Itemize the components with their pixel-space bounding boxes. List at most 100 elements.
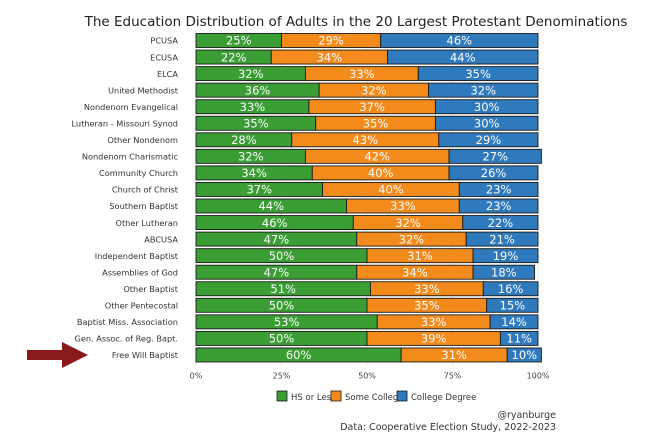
- data-label: 33%: [414, 282, 440, 296]
- data-label: 30%: [474, 100, 500, 114]
- data-label: 50%: [269, 249, 295, 263]
- data-label: 32%: [238, 150, 264, 164]
- category-label: Other Nondenom: [107, 135, 178, 145]
- bar-segment: [387, 49, 539, 65]
- data-label: 23%: [486, 199, 512, 213]
- bar-segment: [458, 198, 539, 214]
- x-tick-label: 100%: [527, 372, 550, 381]
- category-label: PCUSA: [150, 36, 178, 46]
- bar-segment: [486, 297, 539, 313]
- data-label: 29%: [318, 34, 344, 48]
- data-label: 39%: [421, 332, 447, 346]
- data-label: 22%: [488, 216, 514, 230]
- data-label: 42%: [364, 150, 390, 164]
- data-label: 29%: [476, 133, 502, 147]
- credit-text: @ryanburge: [497, 410, 556, 421]
- x-axis-ticks: 0% 25% 50% 75% 100%: [190, 372, 550, 381]
- legend-label: HS or Less: [291, 393, 336, 403]
- category-label: Other Pentecostal: [105, 301, 178, 311]
- data-label: 60%: [286, 348, 312, 362]
- bar-group: 25% 29% 46% 22% 34% 44% 32% 33% 35% 36% 32% 32% 33% 3…: [195, 33, 542, 363]
- arrow-marker: [27, 341, 88, 368]
- legend-swatch: [396, 390, 408, 402]
- data-label: 32%: [470, 83, 496, 97]
- data-label: 25%: [226, 34, 252, 48]
- data-label: 46%: [262, 216, 288, 230]
- legend-label: College Degree: [411, 393, 476, 403]
- category-labels: PCUSA ECUSA ELCA United Methodist Nondenom E…: [71, 36, 178, 360]
- category-label: Baptist Miss. Association: [77, 317, 178, 327]
- data-label: 35%: [465, 67, 491, 81]
- bar-segment: [428, 82, 539, 98]
- data-label: 34%: [317, 50, 343, 64]
- category-label: Nondenom Charismatic: [82, 152, 178, 162]
- legend-swatch: [330, 390, 342, 402]
- bar-segment: [448, 165, 539, 181]
- x-tick-label: 50%: [358, 372, 376, 381]
- bar-segment: [499, 330, 539, 346]
- data-label: 16%: [498, 282, 524, 296]
- bar-segment: [380, 33, 539, 48]
- category-label: United Methodist: [108, 85, 179, 95]
- category-label: Other Baptist: [123, 284, 178, 294]
- category-label: Independent Baptist: [95, 251, 179, 261]
- data-label: 35%: [414, 299, 440, 313]
- bar-segment: [472, 248, 539, 264]
- data-label: 32%: [361, 83, 387, 97]
- data-label: 33%: [421, 315, 447, 329]
- bar-segment: [462, 215, 539, 231]
- category-label: Assemblies of God: [102, 267, 178, 277]
- category-label: ECUSA: [150, 52, 178, 62]
- data-label: 37%: [246, 183, 272, 197]
- bar-segment: [434, 115, 539, 131]
- data-label: 44%: [450, 50, 476, 64]
- bar-segment: [472, 264, 536, 280]
- bar-segment: [448, 148, 542, 164]
- data-label: 35%: [243, 116, 269, 130]
- data-label: 18%: [491, 265, 517, 279]
- bar-segment: [458, 181, 539, 197]
- data-label: 31%: [407, 249, 433, 263]
- bar-segment: [482, 281, 539, 297]
- data-label: 50%: [269, 299, 295, 313]
- data-label: 28%: [231, 133, 257, 147]
- data-label: 11%: [506, 332, 532, 346]
- category-label: Lutheran - Missouri Synod: [71, 118, 178, 128]
- category-label: Gen. Assoc. of Reg. Bapt.: [74, 334, 178, 344]
- data-label: 23%: [486, 183, 512, 197]
- data-label: 32%: [238, 67, 264, 81]
- data-label: 34%: [402, 265, 428, 279]
- data-label: 22%: [221, 50, 247, 64]
- bar-segment: [489, 314, 539, 330]
- data-label: 19%: [493, 249, 519, 263]
- data-label: 37%: [359, 100, 385, 114]
- data-label: 34%: [241, 166, 267, 180]
- x-tick-label: 75%: [444, 372, 462, 381]
- data-label: 40%: [378, 183, 404, 197]
- data-label: 33%: [349, 67, 375, 81]
- data-label: 50%: [269, 332, 295, 346]
- data-label: 14%: [501, 315, 527, 329]
- data-label: 36%: [245, 83, 271, 97]
- data-label: 31%: [441, 348, 467, 362]
- bar-segment: [465, 231, 539, 247]
- category-label: Church of Christ: [112, 185, 179, 195]
- data-label: 40%: [368, 166, 394, 180]
- bar-segment: [434, 99, 539, 115]
- chart-title: The Education Distribution of Adults in …: [84, 14, 628, 30]
- legend: HS or Less Some College College Degree: [276, 390, 476, 403]
- data-label: 15%: [500, 299, 526, 313]
- source-text: Data: Cooperative Election Study, 2022-2…: [340, 422, 556, 433]
- legend-label: Some College: [345, 393, 404, 403]
- category-label: Other Lutheran: [116, 218, 178, 228]
- data-label: 27%: [482, 150, 508, 164]
- category-label: ELCA: [157, 69, 178, 79]
- data-label: 44%: [258, 199, 284, 213]
- category-label: Free Will Baptist: [112, 350, 179, 360]
- legend-swatch: [276, 390, 288, 402]
- data-label: 30%: [474, 116, 500, 130]
- category-label: Community Church: [99, 168, 178, 178]
- highlight-arrow: [27, 341, 88, 368]
